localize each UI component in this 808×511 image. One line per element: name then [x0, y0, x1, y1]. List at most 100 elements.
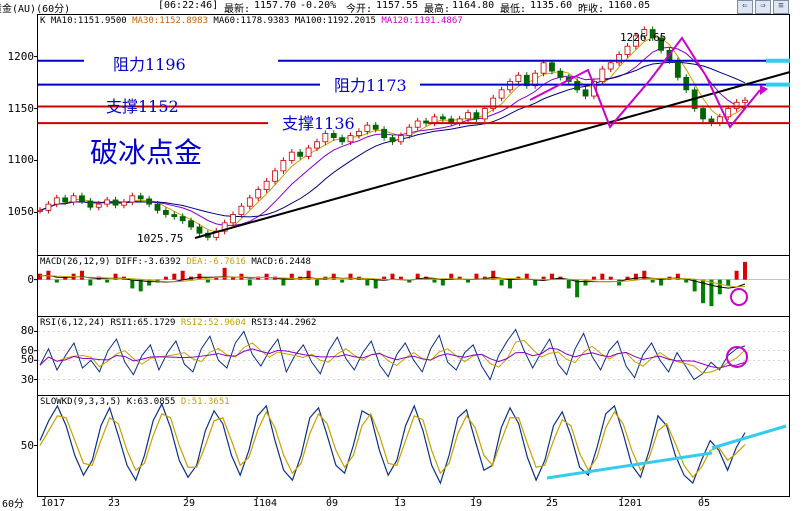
candle-body	[498, 89, 505, 99]
macd-bar	[38, 273, 42, 280]
candle-body	[356, 130, 362, 136]
macd-bar	[340, 279, 345, 283]
kd-legend: SLOWKD(9,3,3,5) K:63.0855 D:51.3651	[40, 397, 230, 408]
macd-bar	[281, 279, 286, 286]
candle-body	[632, 35, 639, 47]
candle-body	[162, 209, 169, 215]
support-1136-label: 支撑1136	[282, 114, 355, 133]
ma-legend: K MA10:1151.9500 MA30:1152.8983 MA60:117…	[40, 16, 463, 27]
macd-bar	[172, 273, 177, 280]
candle-body	[322, 133, 329, 143]
macd-bar	[88, 279, 93, 286]
period-label: 60分	[2, 499, 25, 510]
candle-body	[238, 205, 245, 215]
rsi-highlight-circle	[726, 346, 748, 368]
candle-body	[339, 137, 346, 143]
macd-legend: MACD(26,12,9) DIFF:-3.6392 DEA:-6.7616 M…	[40, 257, 311, 268]
price-ytick-label: 1100	[7, 153, 35, 167]
wave-pattern-line	[529, 36, 761, 129]
macd-legend-item: MACD(26,12,9)	[40, 257, 116, 267]
rsi3-line	[39, 347, 746, 369]
macd-bar	[726, 279, 731, 286]
candle-body	[121, 201, 127, 206]
high-point-label: 1226.65	[620, 31, 667, 44]
candle-body	[221, 222, 228, 232]
xtick-label: 1201	[618, 498, 643, 509]
candle-body	[616, 54, 623, 64]
macd-bar	[222, 267, 227, 280]
macd-bar	[231, 276, 236, 280]
candle-body	[507, 81, 513, 91]
rsi2-line	[39, 339, 746, 374]
xtick-label: 23	[108, 498, 121, 509]
macd-bar	[314, 279, 319, 286]
price-panel-frame	[37, 14, 790, 256]
candle-body	[37, 209, 43, 212]
macd-bar	[541, 276, 546, 280]
macd-bar	[306, 270, 311, 280]
kd-ytick-label: 50	[20, 438, 34, 452]
candle-body	[272, 170, 278, 182]
candle-body	[490, 97, 497, 109]
macd-bar	[625, 276, 630, 280]
xtick-label: 25	[546, 498, 559, 509]
candle-body	[674, 60, 681, 78]
candle-body	[574, 81, 581, 91]
macd-bar	[54, 279, 59, 283]
resistance-1173-label: 阻力1173	[334, 76, 407, 95]
macd-bar	[180, 270, 185, 280]
macd-bar	[575, 279, 580, 298]
candle-body	[188, 220, 194, 228]
macd-bar	[163, 276, 168, 280]
ma-legend-item: MA100:1192.2015	[294, 16, 382, 26]
macd-bar	[659, 279, 664, 286]
macd-ytick-label: 0	[27, 272, 34, 286]
latest-value: 1157.70	[254, 0, 297, 11]
candle-body	[423, 120, 429, 124]
latest-label: 最新:	[224, 4, 251, 15]
candle-body	[641, 29, 648, 37]
candle-body	[607, 62, 614, 70]
candle-body	[397, 135, 404, 143]
rsi-legend-item: RSI3:44.2962	[251, 318, 317, 328]
prev-arrow-icon[interactable]: ⇐	[737, 0, 753, 14]
macd-highlight-circle	[730, 288, 748, 306]
kd-legend-item: SLOWKD(9,3,3,5)	[40, 397, 127, 407]
macd-bar	[743, 261, 747, 280]
candle-body	[557, 70, 564, 78]
candle-body	[146, 198, 153, 205]
rsi-ytick-label: 60	[20, 343, 34, 357]
candle-body	[112, 199, 119, 206]
macd-legend-item: DEA:-6.7616	[186, 257, 252, 267]
macd-bar	[365, 279, 370, 286]
resistance-1196-label: 阻力1196	[113, 55, 186, 74]
menu-icon[interactable]: ≡	[773, 0, 789, 14]
candle-body	[179, 216, 186, 222]
macd-bar	[675, 273, 680, 280]
macd-bar	[398, 276, 403, 280]
open-value: 1157.55	[376, 0, 419, 11]
macd-bar	[390, 273, 395, 280]
macd-bar	[642, 270, 647, 280]
kd-projection-line	[711, 424, 787, 450]
candle-body	[515, 74, 522, 82]
macd-bar	[113, 273, 118, 280]
next-arrow-icon[interactable]: ⇒	[755, 0, 771, 14]
candle-body	[725, 108, 732, 118]
candle-body	[230, 214, 236, 224]
macd-bar	[63, 276, 68, 280]
candle-body	[95, 203, 102, 208]
low-value: 1135.60	[530, 0, 573, 11]
rsi-legend: RSI(6,12,24) RSI1:65.1729 RSI2:52.9604 R…	[40, 318, 316, 329]
ma-legend-item: MA30:1152.8983	[132, 16, 214, 26]
candle-body	[53, 197, 60, 205]
kd-d-line	[39, 410, 746, 479]
candle-body	[196, 226, 203, 234]
kd-support-trendline	[546, 451, 713, 480]
macd-bar	[491, 270, 496, 280]
change-value: -0.20%	[300, 0, 337, 11]
xtick-label: 1017	[41, 498, 66, 509]
kd-legend-item: D:51.3651	[180, 397, 230, 407]
candle-body	[582, 89, 589, 97]
